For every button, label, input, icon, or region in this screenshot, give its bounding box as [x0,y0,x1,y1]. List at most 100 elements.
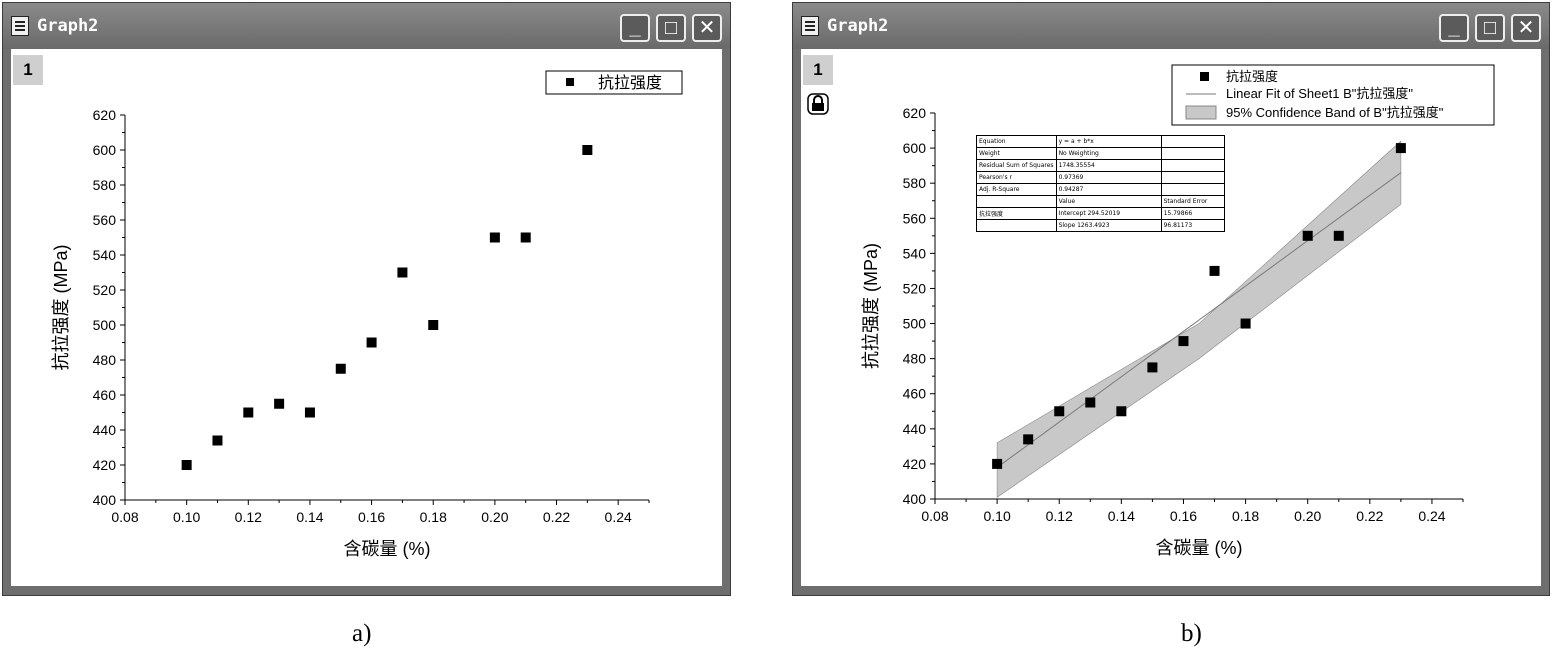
y-tick-label: 420 [93,457,117,473]
fit-table-cell: y = a + b*x [1055,135,1162,148]
data-point [1116,406,1127,417]
data-point [1333,230,1344,241]
data-point [1240,318,1251,329]
legend-label: Linear Fit of Sheet1 B"抗拉强度" [1226,86,1413,101]
x-tick-label: 0.16 [1170,508,1197,524]
y-tick-label: 620 [93,107,117,123]
minimize-button[interactable]: _ [1439,14,1469,42]
confidence-band [996,140,1402,498]
graph-area[interactable]: 0.08 0.10 0.12 0.14 0.16 0.18 0.20 0.22 0.24 400 4… [801,49,1541,586]
y-tick-label: 580 [93,177,117,193]
data-point [428,320,439,330]
legend-label: 抗拉强度 [598,74,662,92]
data-point [274,398,285,409]
fit-table-cell: Weight [976,147,1057,160]
caption-b: b) [1181,620,1202,647]
fit-table-cell [976,195,1057,208]
graph-window-icon[interactable] [11,16,29,36]
minimize-button[interactable]: _ [620,14,650,42]
y-tick-label: 480 [93,352,117,368]
fit-table-row: Pearson's r 0.97369 [976,171,1225,184]
graph-area[interactable]: 0.08 0.10 0.12 0.14 0.16 0.18 0.20 0.22 0.24 400 4… [11,49,722,586]
y-tick-label: 400 [93,492,117,508]
maximize-button[interactable]: □ [1475,14,1505,42]
y-tick-label: 460 [93,387,117,403]
x-tick-label: 0.20 [1294,508,1321,524]
data-point [1302,230,1313,241]
fit-table-cell: Standard Error [1160,195,1225,208]
x-tick-label: 0.12 [1046,508,1073,524]
layer-1-button[interactable]: 1 [13,55,43,85]
fit-table-cell: No Weighting [1055,147,1162,160]
data-point [335,363,346,374]
fit-table-cell: 96.81173 [1160,219,1225,232]
x-tick-label: 0.24 [605,509,632,525]
graph-window-b: Graph2 _ □ ✕ 0.08 0.10 0.12 0.14 0.16 0.18 0.2… [792,2,1550,596]
fit-table-row: Value Standard Error [976,195,1225,208]
y-axis-label: 抗拉强度 (MPa) [51,245,71,371]
x-tick-label: 0.24 [1418,508,1445,524]
layer-1-button[interactable]: 1 [803,55,833,85]
graph-window-icon[interactable] [801,16,819,36]
fit-table-cell [1160,147,1225,160]
fit-table-row: Adj. R-Square 0.94287 [976,183,1225,196]
data-point [1147,362,1158,373]
fit-table-cell: Value [1055,195,1162,208]
linear-fit-table[interactable]: Equation y = a + b*x Weight No Weighting Res… [976,135,1225,232]
x-tick-label: 0.12 [235,509,262,525]
x-tick-label: 0.14 [1108,508,1135,524]
x-axis-label: 含碳量 (%) [344,539,431,559]
y-tick-label: 500 [93,317,117,333]
x-tick-label: 0.08 [921,508,948,524]
y-tick-label: 440 [93,422,117,438]
x-tick-label: 0.20 [481,509,508,525]
x-tick-label: 0.22 [543,509,570,525]
window-title: Graph2 [827,16,889,36]
lock-icon[interactable] [807,93,829,115]
y-tick-label: 500 [903,316,927,332]
fit-table-cell: 1748.35554 [1055,159,1162,172]
legend-box [545,70,683,95]
y-tick-label: 560 [903,210,927,226]
maximize-button[interactable]: □ [656,14,686,42]
fit-table-cell: Residual Sum of Squares [976,159,1057,172]
fit-table-row: Weight No Weighting [976,147,1225,160]
data-point [243,407,254,418]
data-point [1395,143,1406,154]
title-bar[interactable]: Graph2 _ □ ✕ [793,3,1549,49]
fit-table-row: Residual Sum of Squares 1748.35554 [976,159,1225,172]
data-point [489,232,500,243]
fit-table-cell [1160,159,1225,172]
y-tick-label: 440 [903,421,927,437]
data-point [1054,406,1065,417]
fit-table-cell [1160,135,1225,148]
x-tick-label: 0.18 [420,509,447,525]
data-point [1178,336,1189,347]
y-tick-label: 520 [903,280,927,296]
chart-canvas[interactable]: 0.08 0.10 0.12 0.14 0.16 0.18 0.20 0.22 0.24 400 4… [11,49,722,586]
fit-table-cell: Equation [976,135,1057,148]
data-point [181,460,192,470]
data-point [520,232,531,243]
legend-marker [566,78,574,86]
close-button[interactable]: ✕ [692,14,722,42]
legend-band [1185,105,1217,120]
x-tick-label: 0.14 [296,509,323,525]
y-tick-label: 620 [903,105,927,121]
data-point [397,267,408,278]
x-tick-label: 0.08 [111,509,138,525]
close-button[interactable]: ✕ [1511,14,1541,42]
data-point [1209,265,1220,276]
fit-table-cell: Pearson's r [976,171,1057,184]
x-tick-label: 0.18 [1232,508,1259,524]
fit-table-cell: Intercept 294.52019 [1055,207,1162,220]
fit-table-cell: Adj. R-Square [976,183,1057,196]
x-tick-label: 0.10 [173,509,200,525]
chart-canvas[interactable]: 0.08 0.10 0.12 0.14 0.16 0.18 0.20 0.22 0.24 400 4… [801,49,1541,586]
y-tick-label: 600 [903,140,927,156]
title-bar[interactable]: Graph2 _ □ ✕ [3,3,730,49]
y-tick-label: 400 [903,491,927,507]
x-tick-label: 0.10 [983,508,1010,524]
fit-table-cell: 15.79866 [1160,207,1225,220]
y-tick-label: 580 [903,175,927,191]
